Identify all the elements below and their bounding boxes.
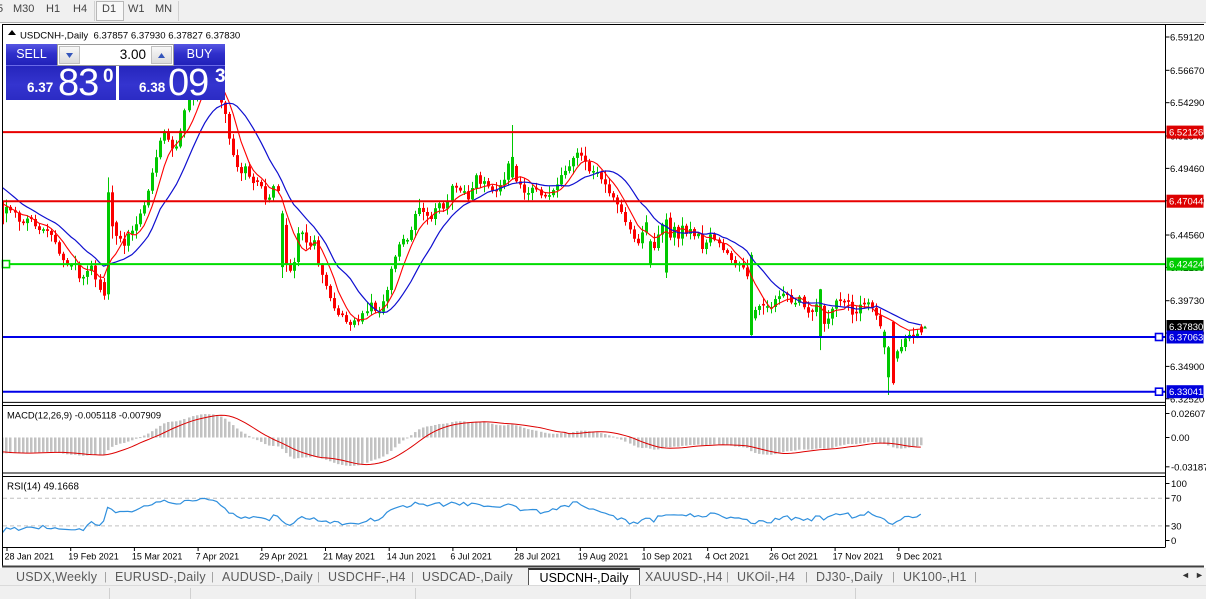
svg-text:6.33041: 6.33041 <box>1169 387 1203 398</box>
svg-text:0.02607: 0.02607 <box>1171 409 1205 420</box>
svg-text:USDCNH-,Daily 6.37857 6.37930: USDCNH-,Daily 6.37857 6.37930 6.37827 6.… <box>20 31 240 42</box>
svg-text:19 Aug 2021: 19 Aug 2021 <box>578 552 629 562</box>
svg-text:6.44560: 6.44560 <box>1170 231 1204 242</box>
svg-text:0: 0 <box>1171 536 1176 547</box>
svg-text:6.54290: 6.54290 <box>1170 98 1204 109</box>
svg-text:6.56670: 6.56670 <box>1170 66 1204 77</box>
svg-text:4 Oct 2021: 4 Oct 2021 <box>705 552 749 562</box>
svg-text:6.37063: 6.37063 <box>1169 333 1203 344</box>
svg-text:28 Jan 2021: 28 Jan 2021 <box>5 552 55 562</box>
svg-text:15 Mar 2021: 15 Mar 2021 <box>132 552 183 562</box>
svg-text:6.59120: 6.59120 <box>1170 33 1204 44</box>
svg-text:17 Nov 2021: 17 Nov 2021 <box>833 552 884 562</box>
svg-text:14 Jun 2021: 14 Jun 2021 <box>387 552 437 562</box>
svg-text:6.47044: 6.47044 <box>1169 197 1203 208</box>
svg-text:9 Dec 2021: 9 Dec 2021 <box>896 552 942 562</box>
svg-text:29 Apr 2021: 29 Apr 2021 <box>259 552 308 562</box>
svg-text:26 Oct 2021: 26 Oct 2021 <box>769 552 818 562</box>
svg-text:6.34900: 6.34900 <box>1170 362 1204 373</box>
svg-text:0.00: 0.00 <box>1171 433 1190 444</box>
svg-text:-0.03187: -0.03187 <box>1171 462 1206 473</box>
svg-text:6.32520: 6.32520 <box>1170 394 1204 405</box>
svg-text:70: 70 <box>1171 494 1182 505</box>
svg-text:6.52126: 6.52126 <box>1169 128 1203 139</box>
svg-text:28 Jul 2021: 28 Jul 2021 <box>514 552 561 562</box>
svg-text:10 Sep 2021: 10 Sep 2021 <box>642 552 693 562</box>
svg-text:30: 30 <box>1171 521 1182 532</box>
svg-text:6.49460: 6.49460 <box>1170 164 1204 175</box>
svg-text:6.37830: 6.37830 <box>1169 322 1203 333</box>
svg-text:19 Feb 2021: 19 Feb 2021 <box>68 552 119 562</box>
svg-text:6.39730: 6.39730 <box>1170 296 1204 307</box>
svg-text:21 May 2021: 21 May 2021 <box>323 552 375 562</box>
svg-text:RSI(14) 49.1668: RSI(14) 49.1668 <box>7 482 79 493</box>
svg-text:6.42424: 6.42424 <box>1169 260 1203 271</box>
svg-text:100: 100 <box>1171 479 1187 490</box>
svg-text:7 Apr 2021: 7 Apr 2021 <box>196 552 240 562</box>
svg-text:6 Jul 2021: 6 Jul 2021 <box>450 552 492 562</box>
svg-text:MACD(12,26,9) -0.005118 -0.007: MACD(12,26,9) -0.005118 -0.007909 <box>7 410 161 421</box>
